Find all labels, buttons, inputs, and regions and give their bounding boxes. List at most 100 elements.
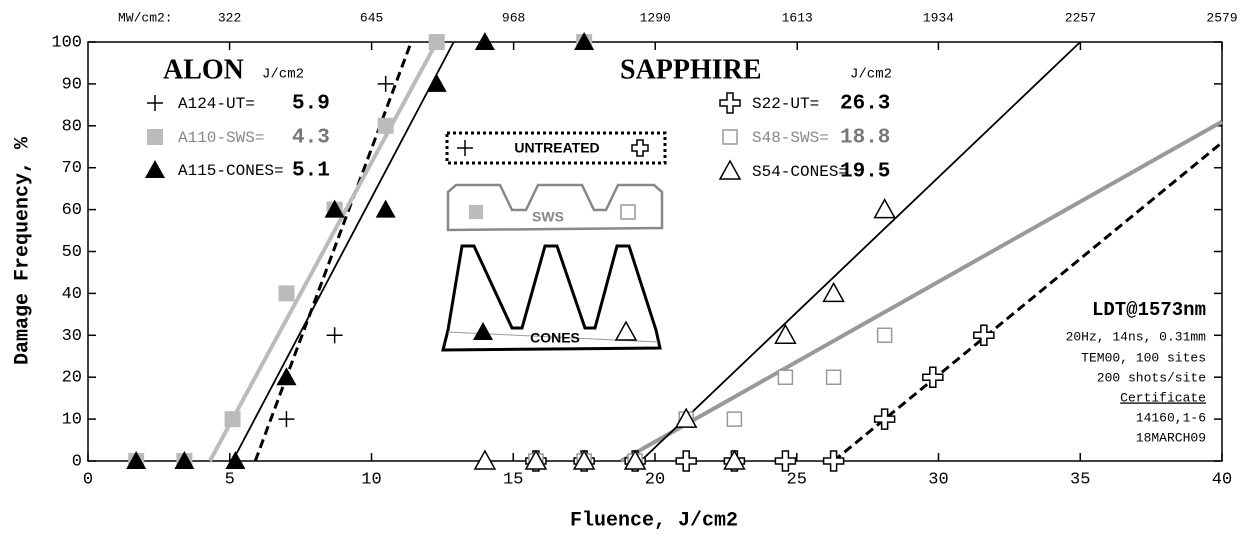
x2-axis-label: MW/cm2: — [118, 10, 173, 25]
legend-marker — [722, 129, 738, 145]
y-tick-label: 40 — [62, 285, 82, 304]
marker — [873, 198, 896, 219]
group-title: SAPPHIRE — [620, 54, 762, 85]
legend-value: 18.8 — [840, 127, 890, 150]
x-tick-label: 5 — [225, 470, 235, 489]
legend-marker — [719, 92, 741, 114]
legend-marker — [147, 95, 163, 111]
note: LDT@1573nm 20Hz, 14ns, 0.31mm TEM00, 100… — [1066, 299, 1207, 445]
legend-label: S22-UT= — [752, 95, 819, 113]
note-line: 200 shots/site — [1097, 370, 1206, 385]
legend-label: S48-SWS= — [752, 129, 829, 147]
marker — [225, 451, 246, 469]
marker — [326, 327, 343, 344]
note-line: 20Hz, 14ns, 0.31mm — [1066, 329, 1207, 344]
marker — [777, 369, 794, 385]
marker — [324, 199, 345, 218]
fit-line — [640, 41, 1081, 462]
legend-label: S54-CONES= — [752, 163, 848, 181]
legend-marker — [718, 159, 742, 180]
legend-label: A110-SWS= — [178, 129, 264, 147]
legend-value: 5.1 — [292, 160, 330, 183]
inset: UNTREATED SWS CONES — [441, 131, 667, 352]
inset-triangle — [473, 322, 493, 340]
marker — [278, 285, 295, 302]
marker — [474, 32, 495, 50]
marker — [723, 449, 746, 470]
inset-label: UNTREATED — [514, 140, 599, 156]
group-unit: J/cm2 — [850, 67, 892, 83]
y-tick-label: 10 — [62, 411, 82, 430]
y-tick-label: 20 — [62, 369, 82, 388]
group-title: ALON — [163, 54, 244, 85]
x-tick-label: 35 — [1070, 470, 1090, 489]
legend-value: 5.9 — [292, 93, 330, 116]
x-tick-label: 30 — [928, 470, 948, 489]
y-tick-label: 90 — [62, 75, 82, 94]
fit-line — [208, 41, 439, 462]
inset-square — [469, 205, 483, 219]
group-unit: J/cm2 — [262, 67, 304, 83]
plot-frame — [87, 41, 1223, 462]
inset-label: CONES — [530, 330, 580, 346]
marker — [377, 75, 394, 92]
marker — [675, 450, 697, 472]
marker — [674, 407, 698, 428]
note-certificate: Certificate — [1120, 390, 1206, 405]
marker — [572, 449, 596, 470]
x2-tick-label: 968 — [502, 10, 525, 25]
marker — [224, 411, 241, 428]
x2-tick-label: 322 — [218, 10, 241, 25]
x2-tick-label: 1613 — [782, 10, 813, 25]
x2-tick-label: 2257 — [1065, 10, 1096, 25]
inset-open-triangle — [614, 320, 638, 341]
x-tick-label: 25 — [787, 470, 807, 489]
marker — [973, 324, 995, 347]
marker — [774, 323, 797, 345]
inset-label: SWS — [532, 209, 564, 225]
fit-line — [253, 41, 413, 462]
marker — [822, 281, 845, 303]
marker — [473, 449, 497, 470]
x2-tick-label: 1934 — [923, 10, 954, 25]
marker — [822, 450, 845, 472]
legend-value: 4.3 — [292, 127, 330, 150]
y-tick-label: 80 — [62, 117, 82, 136]
marker — [524, 449, 548, 470]
marker — [774, 450, 797, 472]
marker — [623, 449, 647, 470]
legend-value: 19.5 — [840, 161, 890, 184]
marker — [278, 411, 295, 428]
inset-open-square — [620, 204, 636, 220]
y-tick-label: 30 — [62, 327, 82, 346]
note-line: 18MARCH09 — [1136, 430, 1206, 445]
marker — [426, 73, 447, 92]
legend-marker — [147, 129, 163, 145]
cones-shape — [441, 244, 662, 352]
y-axis-label: Damage Frequency, % — [11, 136, 34, 365]
x-axis-label: Fluence, J/cm2 — [570, 509, 738, 532]
x2-tick-label: 1290 — [640, 10, 671, 25]
marker — [428, 34, 445, 50]
y-tick-label: 60 — [62, 201, 82, 220]
inset-cross — [631, 139, 649, 157]
marker — [873, 408, 896, 430]
marker — [377, 117, 394, 134]
x-tick-label: 10 — [361, 470, 381, 489]
x-tick-label: 15 — [503, 470, 523, 489]
y-tick-label: 0 — [72, 452, 82, 471]
fit-line — [619, 119, 1223, 463]
note-title: LDT@1573nm — [1092, 299, 1206, 321]
note-line: TEM00, 100 sites — [1081, 350, 1206, 365]
legend-label: A115-CONES= — [178, 162, 284, 180]
marker — [375, 199, 396, 218]
x-tick-label: 20 — [645, 470, 665, 489]
x2-tick-label: 2579 — [1206, 10, 1237, 25]
sws-shape — [446, 183, 664, 232]
x-tick-label: 0 — [83, 470, 93, 489]
untreated-box — [445, 131, 667, 165]
marker — [126, 451, 147, 469]
marker — [922, 366, 944, 388]
marker — [276, 367, 297, 386]
